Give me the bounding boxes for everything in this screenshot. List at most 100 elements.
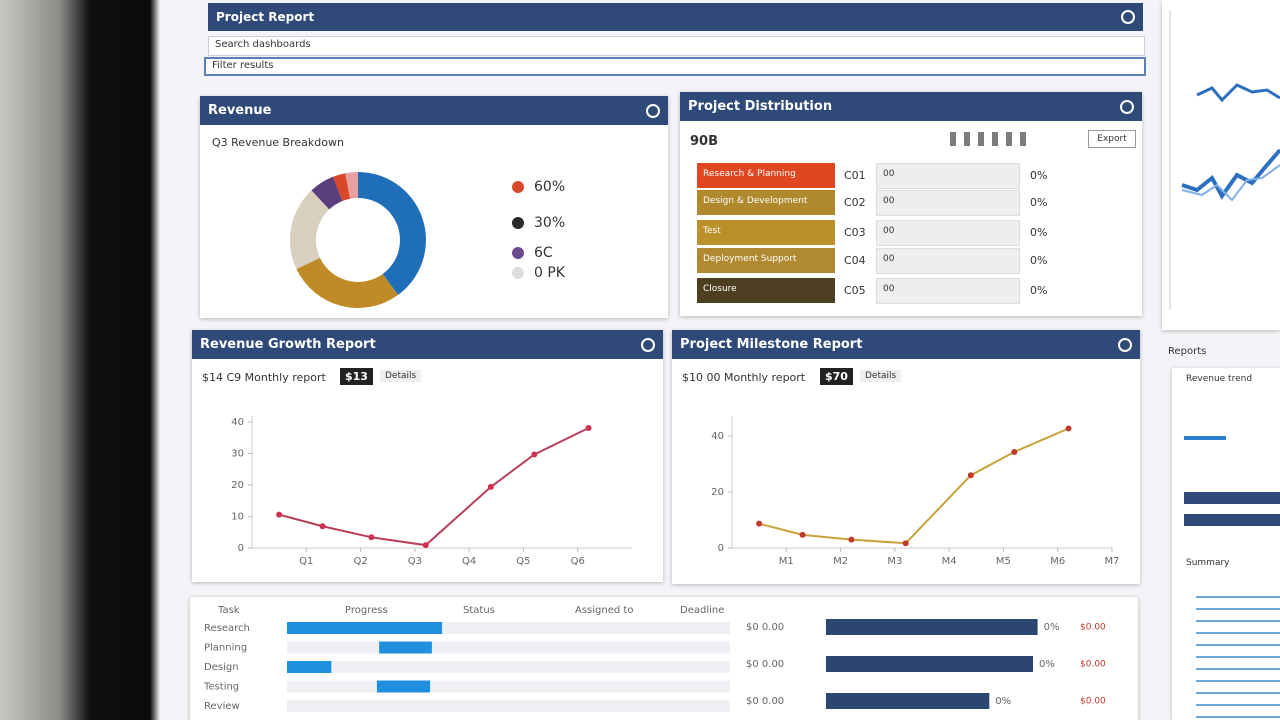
row-pct: 0% bbox=[1030, 226, 1048, 239]
donut-slice bbox=[358, 172, 426, 296]
search-text: Search dashboards bbox=[215, 39, 311, 50]
bar bbox=[826, 656, 1033, 672]
point bbox=[799, 531, 806, 538]
table: Task Progress Status Assigned to Deadline Res… bbox=[203, 605, 1106, 712]
point bbox=[487, 483, 494, 490]
donut-slice bbox=[332, 173, 351, 201]
filter-text: Filter results bbox=[212, 60, 274, 71]
row-box: 00 bbox=[876, 190, 1020, 216]
row-label: Research bbox=[204, 623, 250, 634]
legend-swatch bbox=[512, 217, 524, 229]
row-label-block: Design & Development bbox=[697, 190, 835, 215]
progress-fill bbox=[379, 641, 432, 654]
point bbox=[1011, 448, 1018, 455]
tag: Details bbox=[860, 370, 902, 382]
row-label: Planning bbox=[204, 643, 247, 654]
point bbox=[756, 520, 763, 527]
filter-box[interactable]: Filter results bbox=[204, 57, 1146, 76]
row-code: C02 bbox=[844, 196, 866, 209]
panel-subtitle: Q3 Revenue Breakdown bbox=[212, 136, 344, 149]
line bbox=[758, 427, 1069, 545]
point bbox=[368, 534, 375, 541]
row-label: Design bbox=[204, 662, 239, 673]
row-label-block: Deployment Support bbox=[697, 248, 835, 273]
column-header: Progress bbox=[345, 605, 388, 616]
point bbox=[902, 540, 909, 547]
side-lines bbox=[1196, 596, 1280, 720]
panel-header: Revenue bbox=[200, 96, 668, 125]
row-code: C04 bbox=[844, 254, 866, 267]
x-tick-label: M7 bbox=[1105, 556, 1120, 567]
column-header: Task bbox=[217, 605, 240, 616]
point bbox=[319, 523, 326, 530]
settings-icon[interactable] bbox=[1121, 10, 1135, 24]
export-button[interactable]: Export bbox=[1088, 130, 1136, 148]
progress-track bbox=[287, 700, 730, 712]
line-panel: Revenue Growth Report $14 C9 Monthly repo… bbox=[192, 330, 663, 582]
row-label: Closure bbox=[703, 284, 737, 294]
panel-subtitle: 90B bbox=[690, 134, 718, 149]
row-label-block: Research & Planning bbox=[697, 163, 835, 188]
line bbox=[278, 427, 590, 547]
donut-slice bbox=[290, 190, 330, 269]
y-tick-label: 0 bbox=[718, 543, 724, 554]
progress-fill bbox=[287, 622, 443, 634]
legend-swatch bbox=[512, 247, 524, 259]
search-box[interactable]: Search dashboards bbox=[208, 36, 1145, 56]
bar-label: $0 0.00 bbox=[746, 696, 784, 707]
icon bbox=[641, 338, 655, 352]
y-tick-label: 40 bbox=[711, 431, 724, 442]
panel-header: Project Distribution bbox=[680, 92, 1142, 121]
row-pct: 0% bbox=[1030, 254, 1048, 267]
bar-pct: 0% bbox=[1039, 659, 1055, 670]
panel-title: Revenue bbox=[208, 103, 272, 118]
row-label: Review bbox=[204, 701, 240, 712]
row-note: 00 bbox=[883, 169, 895, 179]
row-code: C03 bbox=[844, 226, 866, 239]
side-item: Revenue trend bbox=[1186, 374, 1253, 384]
donut-panel: Revenue Q3 Revenue Breakdown 60% 30% 6C 0 P… bbox=[200, 96, 668, 318]
x-tick-label: M1 bbox=[779, 556, 794, 567]
row-note: 00 bbox=[883, 196, 895, 206]
y-tick-label: 20 bbox=[711, 487, 724, 498]
table-panel: Task Progress Status Assigned to Deadline Res… bbox=[190, 597, 1138, 720]
x-tick-label: Q5 bbox=[516, 556, 530, 567]
row-pct: 0% bbox=[1030, 169, 1048, 182]
panel-title: Project Distribution bbox=[688, 99, 833, 114]
row-label: Deployment Support bbox=[703, 254, 797, 264]
point bbox=[1065, 425, 1072, 432]
panel-header: Revenue Growth Report bbox=[192, 330, 663, 359]
y-tick-label: 30 bbox=[231, 449, 244, 460]
y-tick-label: 40 bbox=[231, 417, 244, 428]
header-bar: Project Report bbox=[208, 3, 1143, 31]
x-tick-label: M4 bbox=[942, 556, 957, 567]
row-label: Testing bbox=[203, 682, 239, 693]
x-tick-label: M2 bbox=[833, 556, 848, 567]
line-chart: 0 20 40 M1 M2 M3 M4 M5 M6 M7 bbox=[711, 416, 1120, 567]
row-code: C01 bbox=[844, 169, 866, 182]
x-tick-label: Q4 bbox=[462, 556, 476, 567]
panel-header: Project Milestone Report bbox=[672, 330, 1140, 359]
bar-label: $0 0.00 bbox=[746, 659, 784, 670]
bar-pct: 0% bbox=[1044, 622, 1060, 633]
row-note: 00 bbox=[883, 284, 895, 294]
legend-label: 0 PK bbox=[534, 265, 566, 281]
panel-subtitle: $10 00 Monthly report bbox=[682, 371, 806, 384]
column-header: Assigned to bbox=[575, 605, 633, 616]
donut-chart: 60% 30% 6C 0 PK bbox=[290, 172, 566, 308]
side-bar bbox=[1184, 514, 1280, 526]
row-box: 00 bbox=[876, 248, 1020, 274]
point bbox=[422, 542, 429, 549]
side-panel bbox=[1162, 0, 1280, 330]
y-tick-label: 0 bbox=[238, 543, 244, 554]
progress-fill bbox=[376, 680, 431, 693]
column-header: Status bbox=[463, 605, 495, 616]
toolbar-icons[interactable] bbox=[950, 132, 1030, 146]
x-tick-label: Q3 bbox=[408, 556, 422, 567]
x-tick-label: M6 bbox=[1050, 556, 1065, 567]
row-label-block: Closure bbox=[697, 278, 835, 303]
bar-note: $0.00 bbox=[1080, 623, 1106, 633]
panel-title: Revenue Growth Report bbox=[200, 337, 376, 352]
panel-subtitle: $14 C9 Monthly report bbox=[202, 371, 326, 384]
